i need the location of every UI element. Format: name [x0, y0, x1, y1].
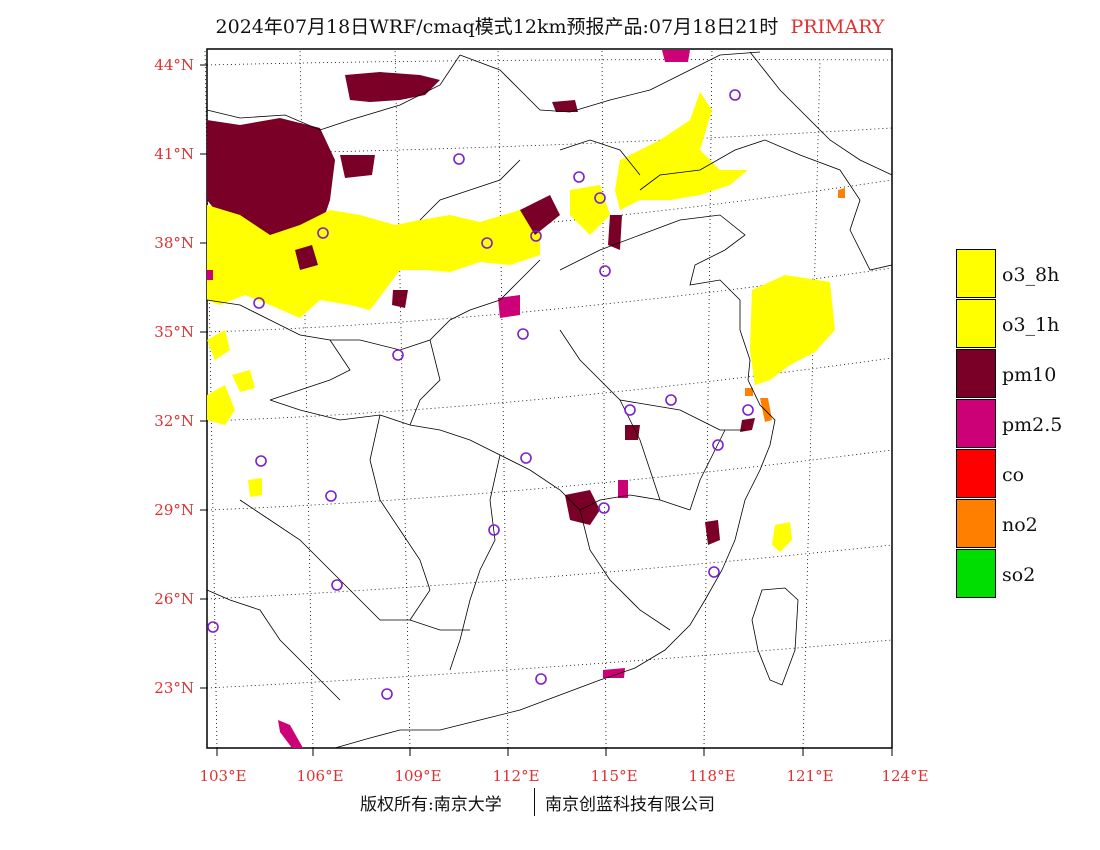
lon-label: 109°E	[394, 767, 441, 785]
title-tag: PRIMARY	[790, 16, 885, 38]
legend-swatch-so2	[956, 549, 996, 598]
lon-label: 115°E	[590, 767, 637, 785]
legend-swatch-o3-1h	[956, 299, 996, 348]
legend-label-o3-8h: o3_8h	[1002, 264, 1060, 286]
pollution-patches	[207, 50, 845, 748]
copyright-owner: 版权所有:南京大学	[360, 795, 502, 815]
legend-swatch-no2	[956, 499, 996, 548]
lon-label: 124°E	[881, 767, 928, 785]
lat-label: 35°N	[154, 323, 194, 341]
lon-label: 103°E	[199, 767, 246, 785]
lon-axis	[216, 748, 893, 756]
title-text: 2024年07月18日WRF/cmaq模式12km预报产品:07月18日21时	[215, 16, 779, 38]
legend-label-o3-1h: o3_1h	[1002, 314, 1060, 336]
lat-label: 29°N	[154, 501, 194, 519]
lat-label: 23°N	[154, 679, 194, 697]
lon-label: 106°E	[296, 767, 343, 785]
legend-label-pm25: pm2.5	[1002, 414, 1063, 436]
legend-label-pm10: pm10	[1002, 364, 1057, 386]
lat-axis	[200, 64, 207, 689]
lon-label: 112°E	[492, 767, 539, 785]
lat-label: 32°N	[154, 412, 194, 430]
legend-swatch-o3-8h	[956, 249, 996, 298]
lat-label: 26°N	[154, 590, 194, 608]
lat-label: 38°N	[154, 234, 194, 252]
legend-swatch-pm25	[956, 399, 996, 448]
lon-label: 121°E	[786, 767, 833, 785]
legend-label-co: co	[1002, 464, 1025, 486]
copyright-company: 南京创蓝科技有限公司	[545, 795, 715, 815]
footer-divider	[534, 788, 535, 816]
boundary-lines	[206, 51, 893, 749]
legend-swatch-co	[956, 449, 996, 498]
legend-swatch-pm10	[956, 349, 996, 398]
legend-label-so2: so2	[1002, 564, 1036, 586]
lat-label: 44°N	[154, 56, 194, 74]
lon-label: 118°E	[688, 767, 735, 785]
legend-label-no2: no2	[1002, 514, 1038, 536]
station-markers	[207, 89, 754, 700]
lat-label: 41°N	[154, 145, 194, 163]
map-title: 2024年07月18日WRF/cmaq模式12km预报产品:07月18日21时 P…	[0, 12, 1100, 39]
